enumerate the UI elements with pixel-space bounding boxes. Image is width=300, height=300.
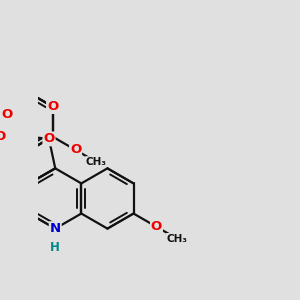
Text: N: N xyxy=(50,222,61,235)
Text: O: O xyxy=(151,220,162,233)
Text: O: O xyxy=(1,108,12,121)
Text: H: H xyxy=(50,241,60,254)
Text: O: O xyxy=(47,100,58,113)
Text: CH₃: CH₃ xyxy=(166,233,187,244)
Text: O: O xyxy=(0,130,6,143)
Text: CH₃: CH₃ xyxy=(85,157,106,167)
Text: O: O xyxy=(70,143,81,157)
Text: O: O xyxy=(43,132,55,146)
